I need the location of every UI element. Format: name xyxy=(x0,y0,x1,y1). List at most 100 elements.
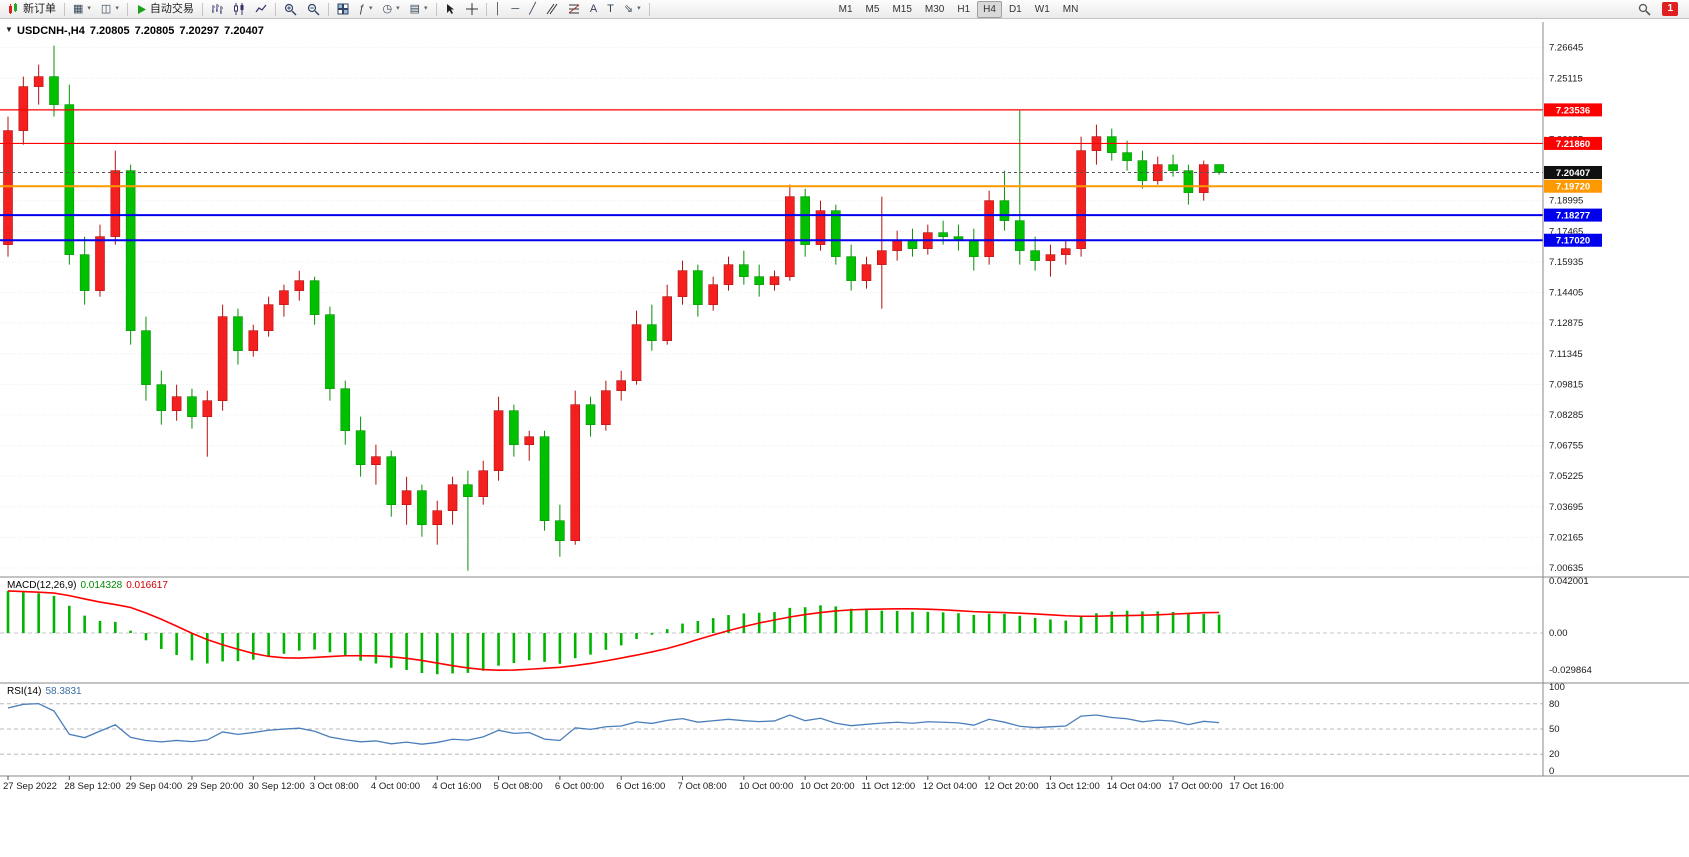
rsi-line xyxy=(7,702,1220,745)
price-axis-label: 7.17465 xyxy=(1549,226,1583,237)
rsi-axis-label: 20 xyxy=(1549,749,1560,760)
time-axis-label: 4 Oct 00:00 xyxy=(371,781,420,792)
horizontal-line-button[interactable]: ─ xyxy=(506,0,524,18)
macd-value: 0.014328 xyxy=(80,580,123,591)
timeframe-m5[interactable]: M5 xyxy=(865,3,880,15)
template-icon: ▤ xyxy=(409,3,421,15)
time-axis-label: 10 Oct 20:00 xyxy=(800,781,854,792)
timeframe-d1[interactable]: D1 xyxy=(1008,3,1022,15)
search-button[interactable] xyxy=(1633,0,1656,18)
time-axis-label: 27 Sep 2022 xyxy=(3,781,57,792)
chevron-down-icon: ▾ xyxy=(115,5,119,12)
toolbar-separator xyxy=(327,2,329,16)
tile-windows-icon xyxy=(337,3,349,15)
current-price-badge-label: 7.20407 xyxy=(1556,168,1590,179)
toolbar-separator xyxy=(201,2,203,16)
price-axis-label: 7.03695 xyxy=(1549,502,1583,513)
notification-badge[interactable]: 1 xyxy=(1662,2,1678,16)
toolbar-separator xyxy=(274,2,276,16)
chevron-down-icon: ▾ xyxy=(368,5,373,12)
time-axis-label: 12 Oct 04:00 xyxy=(923,781,977,792)
toolbar-separator xyxy=(435,2,437,16)
price-badges-layer: 7.23536 7.21860 7.19720 7.18277 7.17020 7.204… xyxy=(1544,103,1602,247)
time-axis-label: 12 Oct 20:00 xyxy=(984,781,1038,792)
tile-windows-button[interactable] xyxy=(332,0,354,18)
line-objects-layer[interactable] xyxy=(0,109,1543,242)
price-axis-label: 7.00635 xyxy=(1549,563,1583,574)
ohlc-low: 7.20297 xyxy=(179,25,220,37)
timeframes-menu-button[interactable]: ◷ ▾ xyxy=(377,0,404,18)
zoom-in-button[interactable] xyxy=(279,0,302,18)
cursor-button[interactable] xyxy=(440,0,461,18)
indicators-button[interactable]: ƒ ▾ xyxy=(354,0,378,18)
rsi-axis-label: 80 xyxy=(1549,699,1560,710)
rsi-axis-label: 100 xyxy=(1549,682,1565,693)
zoom-out-button[interactable] xyxy=(302,0,325,18)
arrows-button[interactable]: ⇘ ▾ xyxy=(619,0,646,18)
label-icon: T xyxy=(607,3,614,15)
rsi-axis-label: 50 xyxy=(1549,724,1560,735)
timeframe-m15[interactable]: M15 xyxy=(892,3,912,15)
templates-button[interactable]: ▤ ▾ xyxy=(405,0,433,18)
new-order-button[interactable]: 新订单 xyxy=(3,0,61,18)
candles-layer xyxy=(3,45,1224,571)
price-line-badge xyxy=(1544,136,1602,150)
chevron-down-icon: ▾ xyxy=(396,5,400,12)
auto-trading-button[interactable]: 自动交易 xyxy=(131,0,199,18)
candlestick-chart-button[interactable] xyxy=(228,0,250,18)
new-chart-button[interactable]: ▦ ▾ xyxy=(68,0,96,18)
auto-trading-label: 自动交易 xyxy=(149,3,194,15)
timeframe-m1[interactable]: M1 xyxy=(838,3,853,15)
price-line-badge xyxy=(1544,208,1602,222)
profiles-button[interactable]: ◫ ▾ xyxy=(96,0,124,18)
price-axis-label: 7.09815 xyxy=(1549,379,1583,390)
ohlc-open: 7.20805 xyxy=(89,25,130,37)
label-button[interactable]: T xyxy=(602,0,619,18)
macd-axis-label: -0.029864 xyxy=(1549,665,1592,676)
time-axis-label: 6 Oct 16:00 xyxy=(616,781,665,792)
time-axis-label: 14 Oct 04:00 xyxy=(1107,781,1161,792)
price-line-badge xyxy=(1544,233,1602,247)
macd-indicator-label: MACD(12,26,9) 0.014328 0.016617 xyxy=(7,580,168,591)
macd-axis-label: 0.00 xyxy=(1549,628,1568,639)
time-axis-label: 17 Oct 16:00 xyxy=(1229,781,1283,792)
time-axis-label: 29 Sep 04:00 xyxy=(126,781,183,792)
timeframe-mn[interactable]: MN xyxy=(1062,3,1079,15)
grid-layer xyxy=(0,47,1543,569)
trendline-button[interactable]: ╱ xyxy=(524,0,541,18)
rsi-name: RSI(14) xyxy=(7,686,42,697)
vertical-line-icon: │ xyxy=(494,3,502,15)
price-line-badge-label: 7.19720 xyxy=(1556,182,1590,193)
timeframe-h1[interactable]: H1 xyxy=(957,3,971,15)
text-button[interactable]: A xyxy=(585,0,602,18)
candlestick-icon xyxy=(233,3,245,15)
price-line-badge-label: 7.18277 xyxy=(1556,211,1590,222)
price-axis-label: 7.02165 xyxy=(1549,532,1583,543)
chevron-down-icon: ▾ xyxy=(424,5,428,12)
one-click-trading-toggle[interactable]: ▼ xyxy=(5,25,13,34)
timeframe-h4[interactable]: H4 xyxy=(977,0,1002,18)
vertical-line-button[interactable]: │ xyxy=(490,0,507,18)
time-axis-label: 4 Oct 16:00 xyxy=(432,781,481,792)
timeframe-w1[interactable]: W1 xyxy=(1034,3,1050,15)
macd-axis-label: 0.042001 xyxy=(1549,576,1589,587)
macd-signal-line xyxy=(7,590,1220,671)
time-axis-label: 7 Oct 08:00 xyxy=(678,781,727,792)
channel-button[interactable] xyxy=(541,0,563,18)
profiles-icon: ◫ xyxy=(100,3,112,15)
time-axis-label: 30 Sep 12:00 xyxy=(248,781,305,792)
timeframe-m30[interactable]: M30 xyxy=(924,3,945,15)
zoom-out-icon xyxy=(307,3,320,16)
chart-title: USDCNH-,H4 7.20805 7.20805 7.20297 7.20407 xyxy=(17,25,269,37)
horizontal-line-icon: ─ xyxy=(511,3,520,15)
price-axis-label: 7.26645 xyxy=(1549,43,1583,54)
crosshair-button[interactable] xyxy=(461,0,483,18)
price-line-badge-label: 7.21860 xyxy=(1556,139,1590,150)
price-line-badge xyxy=(1544,103,1602,117)
toolbar-right-group: 1 xyxy=(1633,0,1686,18)
bar-chart-button[interactable] xyxy=(206,0,228,18)
line-chart-button[interactable] xyxy=(250,0,272,18)
crosshair-icon xyxy=(465,3,478,15)
fibonacci-button[interactable] xyxy=(563,0,585,18)
